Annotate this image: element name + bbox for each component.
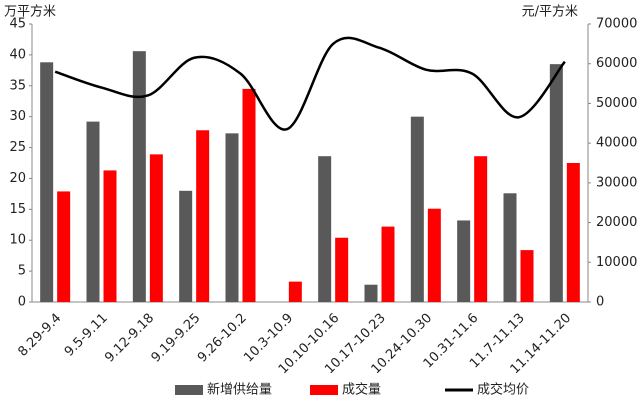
y-tick-label: 35 — [9, 78, 26, 93]
x-tick-label: 9.26-10.2 — [195, 311, 250, 366]
bar — [457, 220, 471, 302]
y-axis-label: 万平方米 — [4, 4, 56, 20]
y-tick-label: 45 — [9, 17, 26, 32]
bar — [381, 226, 395, 302]
bar — [288, 281, 302, 302]
bar — [57, 191, 71, 302]
y2-tick-label: 30000 — [596, 175, 637, 190]
bar — [427, 208, 441, 302]
y2-tick-label: 10000 — [596, 255, 637, 270]
bar — [225, 133, 239, 302]
bar — [520, 250, 534, 302]
y-tick-label: 20 — [9, 171, 26, 186]
x-tick-label: 9.19-9.25 — [149, 311, 204, 366]
y-tick-label: 40 — [9, 47, 26, 62]
bar — [86, 121, 100, 302]
bar — [40, 62, 54, 303]
bar — [132, 51, 146, 302]
y-tick-label: 30 — [9, 109, 26, 124]
y-tick-label: 0 — [18, 295, 26, 310]
legend-swatch — [175, 385, 203, 395]
bar — [364, 284, 378, 302]
bar — [503, 193, 517, 302]
line — [54, 36, 566, 131]
y-tick-label: 25 — [9, 140, 26, 155]
x-tick-label: 8.29-9.4 — [15, 311, 64, 360]
x-tick-label: 9.12-9.18 — [102, 311, 157, 366]
y2-tick-label: 20000 — [596, 215, 637, 230]
y2-axis-label: 元/平方米 — [522, 4, 578, 20]
bar — [474, 156, 488, 302]
x-tick-label: 9.5-9.11 — [62, 311, 111, 360]
bar — [318, 156, 332, 302]
y2-tick-label: 60000 — [596, 56, 637, 71]
bar — [196, 130, 210, 302]
bar — [410, 116, 424, 303]
legend-swatch — [310, 385, 338, 395]
y-tick-label: 10 — [9, 233, 26, 248]
y-tick-label: 5 — [18, 264, 26, 279]
bar — [242, 88, 256, 302]
y2-tick-label: 70000 — [596, 17, 637, 32]
y-tick-label: 15 — [9, 202, 26, 217]
y2-tick-label: 0 — [596, 295, 604, 310]
bar — [335, 237, 349, 302]
bar — [149, 154, 163, 302]
legend-label: 新增供给量 — [207, 382, 272, 398]
bar — [549, 64, 563, 303]
y2-tick-label: 40000 — [596, 136, 637, 151]
bar — [566, 163, 580, 302]
legend-label: 成交量 — [342, 382, 381, 398]
bar — [103, 170, 117, 302]
legend-label: 成交均价 — [477, 382, 529, 398]
bar — [179, 190, 193, 302]
y2-tick-label: 50000 — [596, 96, 637, 111]
